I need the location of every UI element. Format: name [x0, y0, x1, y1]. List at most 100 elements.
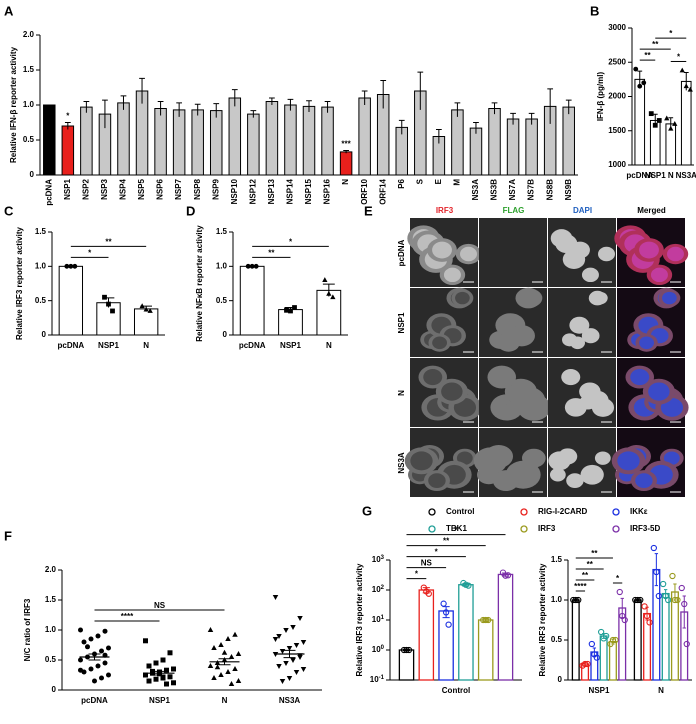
- x-tick-label: NS9B: [564, 179, 573, 201]
- data-point: [228, 654, 235, 659]
- data-point: [283, 661, 289, 666]
- data-point: [153, 676, 159, 682]
- y-tick-label: 1500: [608, 126, 626, 135]
- significance-label: **: [443, 537, 450, 546]
- y-axis-title: Relative IRF3 reporter activity: [15, 226, 24, 339]
- significance-label: **: [591, 549, 598, 558]
- y-axis-title: Relative IRF3 reporter activity: [355, 563, 364, 676]
- row-label: N: [397, 390, 406, 396]
- row-label: NS3A: [397, 452, 406, 474]
- y-tick-label: 1.5: [45, 595, 57, 604]
- nucleus: [663, 451, 680, 465]
- bar: [652, 568, 661, 681]
- bar: [316, 289, 342, 336]
- data-point: [146, 663, 152, 669]
- y-tick-label: 0.5: [35, 296, 47, 305]
- x-tick-label: NSP5: [137, 178, 146, 199]
- nucleus: [561, 368, 581, 386]
- data-point: [95, 663, 101, 669]
- data-point: [218, 642, 224, 647]
- data-point: [678, 584, 685, 592]
- y-tick-label: 0.5: [216, 296, 228, 305]
- data-point: [139, 303, 145, 309]
- bar: [633, 599, 642, 681]
- data-point: [143, 306, 149, 312]
- data-point: [143, 638, 148, 644]
- bar: [58, 265, 84, 336]
- y-tick-label: 1.0: [551, 595, 563, 604]
- y-tick-label: 1000: [608, 160, 626, 169]
- data-point: [228, 681, 235, 686]
- x-tick-label: ORF14: [378, 178, 387, 204]
- nucleus: [581, 328, 600, 344]
- tick-base: 10: [372, 645, 381, 654]
- error-bar: [287, 98, 294, 111]
- y-axis-title: Relative NFκB reporter activity: [195, 225, 204, 342]
- y-axis-title: Relative IFN-β reporter activity: [9, 46, 18, 163]
- data-point: [214, 664, 221, 670]
- x-tick-label: E: [434, 178, 443, 184]
- data-point: [272, 595, 279, 600]
- y-tick-label: 1.5: [35, 227, 47, 236]
- data-point: [78, 667, 83, 673]
- data-point: [634, 596, 641, 604]
- nucleus: [548, 451, 571, 471]
- bar: [80, 106, 93, 176]
- data-point: [110, 308, 115, 314]
- data-point: [593, 654, 600, 661]
- nucleus: [570, 241, 590, 259]
- data-point: [68, 263, 74, 269]
- data-point: [648, 111, 654, 117]
- data-point: [485, 616, 492, 624]
- data-point: [106, 672, 111, 678]
- cell: [492, 470, 519, 492]
- x-tick-label: NSP15: [304, 178, 313, 204]
- bar: [438, 610, 454, 681]
- bar: [398, 649, 415, 681]
- x-tick-label: NS3A: [279, 696, 301, 705]
- y-tick-label: 1.0: [35, 261, 47, 270]
- error-bar: [528, 112, 535, 125]
- x-tick-label: NS8B: [545, 179, 554, 201]
- y-tick-label: 1.0: [216, 261, 228, 270]
- nucleus: [662, 291, 677, 305]
- y-tick-label: 1.0: [23, 100, 35, 109]
- x-tick-label: N: [222, 696, 228, 705]
- data-point: [81, 639, 87, 645]
- x-tick-label: NSP8: [193, 178, 202, 199]
- data-point: [102, 660, 108, 666]
- legend-marker: [520, 525, 528, 533]
- error-bar: [510, 112, 516, 125]
- x-tick-label: NS7B: [527, 179, 536, 201]
- data-point: [687, 86, 693, 92]
- y-tick-label: 2.0: [45, 565, 57, 574]
- data-point: [225, 636, 231, 641]
- x-tick-label: M: [453, 179, 462, 186]
- data-point: [288, 308, 293, 314]
- annotation: ***: [341, 140, 351, 149]
- data-point: [300, 640, 307, 645]
- cell: [497, 333, 520, 352]
- bar: [339, 151, 353, 176]
- y-tick-label: 2000: [608, 92, 626, 101]
- significance-label: **: [644, 51, 651, 60]
- column-header: Merged: [637, 206, 666, 215]
- bar: [154, 108, 167, 176]
- data-point: [164, 667, 169, 673]
- data-point: [656, 118, 662, 123]
- data-point: [425, 590, 432, 597]
- x-tick-label: ORF10: [360, 178, 369, 204]
- legend-marker: [428, 508, 436, 516]
- bar: [418, 589, 435, 681]
- x-tick-label: N: [326, 341, 332, 350]
- data-point: [588, 640, 595, 648]
- nucleus: [432, 336, 448, 350]
- y-axis-title: IFN-β (pg/ml): [596, 72, 605, 122]
- significance-label: *: [454, 526, 458, 535]
- data-point: [674, 596, 681, 604]
- y-tick-label: 102: [372, 585, 385, 595]
- data-point: [276, 634, 282, 639]
- cell: [473, 447, 508, 475]
- x-tick-label: NS3A: [676, 171, 696, 180]
